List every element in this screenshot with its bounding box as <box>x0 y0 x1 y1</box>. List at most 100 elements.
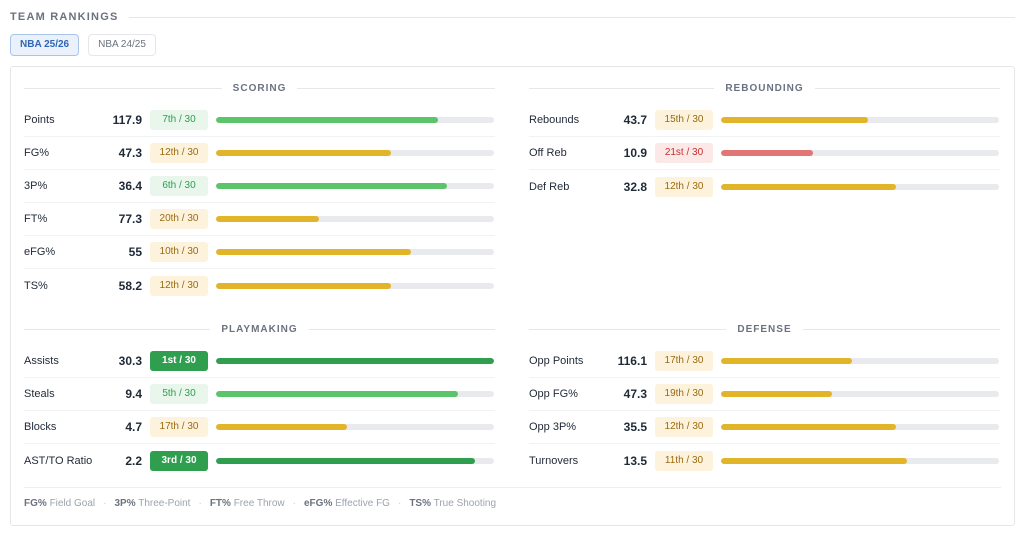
stat-label: Points <box>24 114 55 126</box>
stat-value: 4.7 <box>125 420 142 434</box>
rank-bar <box>216 150 494 156</box>
stat-label: FG% <box>24 147 50 159</box>
page-title: TEAM RANKINGS <box>10 11 119 23</box>
rankings-card: SCORING Points 117.9 7th / 30 FG% 47.3 1… <box>10 66 1015 526</box>
rank-badge: 20th / 30 <box>150 209 208 229</box>
rank-bar <box>721 424 999 430</box>
rank-bar <box>216 183 494 189</box>
stat-list: Points 117.9 7th / 30 FG% 47.3 12th / 30… <box>24 104 495 302</box>
stat-row: Off Reb 10.9 21st / 30 <box>529 137 1000 170</box>
rank-bar <box>216 282 494 289</box>
tab-season-24-25[interactable]: NBA 24/25 <box>88 34 156 56</box>
rank-bar <box>216 457 494 464</box>
stat-row: Points 117.9 7th / 30 <box>24 104 495 137</box>
rank-bar-fill <box>721 457 908 464</box>
stat-label: Blocks <box>24 421 57 433</box>
stat-value: 47.3 <box>118 146 142 160</box>
legend-separator: · <box>292 498 296 509</box>
rank-bar <box>721 150 999 156</box>
legend-text: True Shooting <box>433 498 497 509</box>
stat-label: Off Reb <box>529 147 567 159</box>
rank-bar <box>721 391 999 397</box>
rank-bar-fill <box>216 391 458 397</box>
rank-bar <box>216 358 494 364</box>
stat-label: Opp 3P% <box>529 421 577 433</box>
section-title-label: SCORING <box>232 82 287 94</box>
abbreviation-legend: FG% Field Goal · 3P% Three-Point · FT% F… <box>24 487 1001 509</box>
stat-row: TS% 58.2 12th / 30 <box>24 269 495 302</box>
rank-badge: 19th / 30 <box>655 384 713 404</box>
stat-value: 35.5 <box>623 420 647 434</box>
stat-value: 117.9 <box>112 113 142 127</box>
stat-label: Assists <box>24 355 59 367</box>
legend-abbr: FG% <box>24 498 47 509</box>
stat-row: FG% 47.3 12th / 30 <box>24 137 495 170</box>
rank-badge: 21st / 30 <box>655 143 713 163</box>
legend-abbr: TS% <box>409 498 431 509</box>
rankings-header: TEAM RANKINGS <box>10 10 1015 24</box>
legend-item: eFG% Effective FG <box>304 498 390 509</box>
stat-row: Def Reb 32.8 12th / 30 <box>529 170 1000 203</box>
stat-label: Steals <box>24 388 55 400</box>
rank-bar-fill <box>721 150 813 156</box>
legend-separator: · <box>198 498 202 509</box>
rank-bar <box>721 183 999 190</box>
rank-badge: 12th / 30 <box>655 176 713 197</box>
rank-badge: 3rd / 30 <box>150 450 208 471</box>
stat-label: FT% <box>24 213 48 225</box>
rank-bar-fill <box>216 249 411 255</box>
rank-bar-fill <box>216 216 319 222</box>
section-title-label: DEFENSE <box>737 323 792 335</box>
rank-badge: 12th / 30 <box>150 275 208 296</box>
stat-value: 77.3 <box>118 212 142 226</box>
stat-label: Opp Points <box>529 355 584 367</box>
legend-abbr: eFG% <box>304 498 333 509</box>
stat-label: Def Reb <box>529 180 570 193</box>
stat-value: 116.1 <box>617 354 647 368</box>
section-scoring: SCORING Points 117.9 7th / 30 FG% 47.3 1… <box>24 80 495 302</box>
legend-text: Three-Point <box>138 498 191 509</box>
stat-row: Blocks 4.7 17th / 30 <box>24 411 495 444</box>
stat-value: 13.5 <box>623 453 647 468</box>
rank-bar <box>216 424 494 430</box>
rank-bar-fill <box>721 391 833 397</box>
rank-bar-fill <box>721 117 869 123</box>
stat-value: 30.3 <box>118 354 142 368</box>
stat-value: 32.8 <box>623 179 647 194</box>
stat-row: Assists 30.3 1st / 30 <box>24 345 495 378</box>
legend-abbr: 3P% <box>114 498 136 509</box>
legend-item: FG% Field Goal <box>24 498 95 509</box>
stat-value: 10.9 <box>623 146 647 160</box>
rank-badge: 11th / 30 <box>655 450 713 471</box>
rank-bar <box>721 117 999 123</box>
rank-bar <box>216 216 494 222</box>
stat-label: TS% <box>24 279 48 292</box>
stat-list: Opp Points 116.1 17th / 30 Opp FG% 47.3 … <box>529 345 1000 477</box>
legend-separator: · <box>397 498 402 509</box>
stat-row: eFG% 55 10th / 30 <box>24 236 495 269</box>
legend-abbr: FT% <box>209 498 231 509</box>
stat-row: Opp Points 116.1 17th / 30 <box>529 345 1000 378</box>
rank-badge: 15th / 30 <box>655 110 713 130</box>
stat-value: 2.2 <box>125 453 142 468</box>
section-title: PLAYMAKING <box>24 321 495 337</box>
section-rebounding: REBOUNDING Rebounds 43.7 15th / 30 Off R… <box>529 80 1000 203</box>
section-playmaking: PLAYMAKING Assists 30.3 1st / 30 Steals … <box>24 321 495 477</box>
stat-label: Opp FG% <box>529 388 578 400</box>
tab-season-25-26[interactable]: NBA 25/26 <box>10 34 80 56</box>
stat-label: 3P% <box>24 180 48 192</box>
section-defense: DEFENSE Opp Points 116.1 17th / 30 Opp F… <box>529 321 1000 477</box>
rank-badge: 17th / 30 <box>655 351 713 371</box>
rank-badge: 17th / 30 <box>150 417 208 437</box>
stat-list: Rebounds 43.7 15th / 30 Off Reb 10.9 21s… <box>529 104 1000 203</box>
stat-value: 43.7 <box>623 113 647 127</box>
header-divider <box>128 16 1015 18</box>
legend-text: Field Goal <box>49 498 96 509</box>
season-tabs: NBA 25/26 NBA 24/25 <box>10 34 156 56</box>
rank-bar <box>721 457 999 464</box>
rank-bar-fill <box>216 117 439 123</box>
stat-list: Assists 30.3 1st / 30 Steals 9.4 5th / 3… <box>24 345 495 477</box>
rank-badge: 6th / 30 <box>150 176 208 196</box>
rank-bar <box>216 249 494 255</box>
rank-badge: 12th / 30 <box>150 143 208 163</box>
